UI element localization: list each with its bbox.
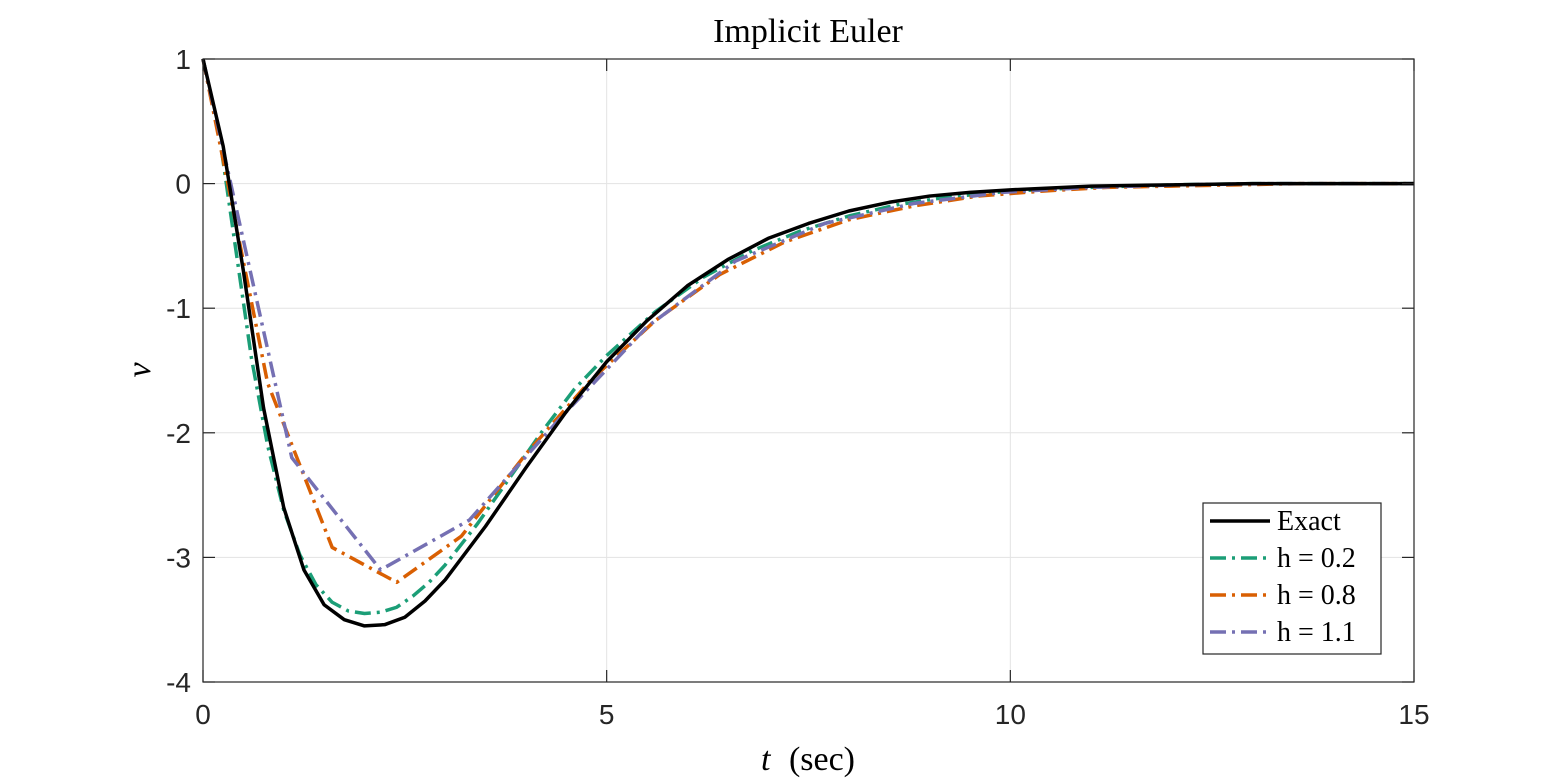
x-tick-label: 10 [995,699,1026,730]
x-axis-unit: (sec) [789,741,855,778]
y-axis-label: v [121,362,158,378]
x-axis-label: t (sec) [761,741,855,778]
x-tick-label: 15 [1398,699,1429,730]
series-line-h-0-8 [201,58,1414,585]
x-tick-label: 0 [195,699,211,730]
y-tick-label: -4 [166,667,191,698]
y-tick-label: 0 [175,169,191,200]
legend-entry: h = 0.8 [1277,580,1356,611]
legend-box [1202,502,1382,655]
legend: Exact h = 0.2 h = 0.8 h = 1.1 [1202,502,1382,655]
chart-title: Implicit Euler [713,13,903,50]
x-tick-label: 5 [599,699,615,730]
y-tick-label: 1 [175,44,191,75]
series-line-h-1-1 [201,58,1414,572]
y-tick-label: -1 [166,293,191,324]
x-axis-variable: t [761,741,772,778]
y-tick-label: -3 [166,542,191,573]
y-tick-label: -2 [166,418,191,449]
plot-frame [202,58,1415,683]
ticks [202,58,1415,683]
legend-entry: h = 1.1 [1277,617,1356,648]
series-line-exact [201,58,1414,628]
tick-labels: 0 5 10 15 -4 -3 -2 -1 0 1 [166,44,1429,730]
legend-entry: h = 0.2 [1277,543,1356,574]
legend-entry: Exact [1277,506,1341,537]
series-layer [201,58,1414,628]
